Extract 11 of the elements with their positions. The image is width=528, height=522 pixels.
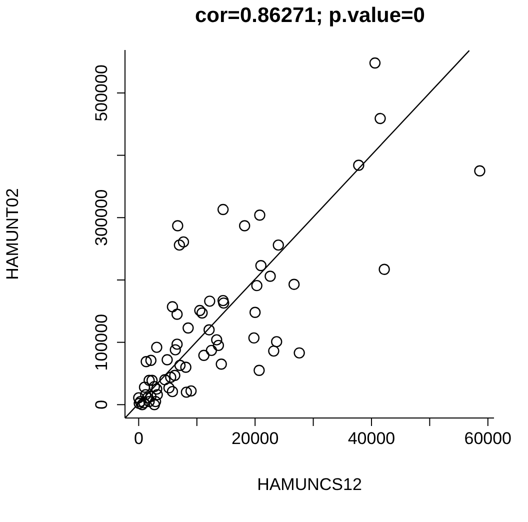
x-tick-label: 60000 <box>464 429 512 448</box>
chart-title: cor=0.86271; p.value=0 <box>194 4 426 28</box>
y-tick-label: 100000 <box>92 314 111 371</box>
y-tick-label: 0 <box>92 400 111 410</box>
y-axis-title: HAMUNT02 <box>3 188 22 280</box>
y-tick-label: 300000 <box>92 189 111 246</box>
x-axis-title: HAMUNCS12 <box>257 475 362 494</box>
y-tick-label: 500000 <box>92 64 111 122</box>
x-tick-label: 20000 <box>231 429 279 448</box>
x-tick-label: 0 <box>134 429 144 448</box>
x-tick-label: 40000 <box>348 429 396 448</box>
